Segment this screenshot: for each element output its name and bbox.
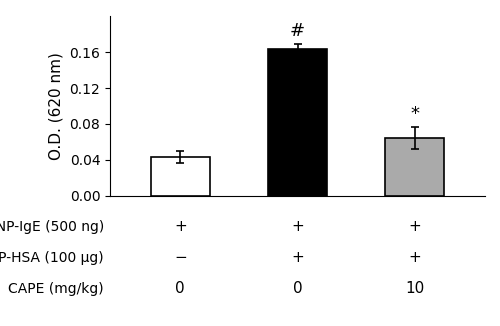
Text: +: + [408,219,421,234]
Text: 0: 0 [292,281,302,296]
Text: +: + [291,250,304,265]
Bar [268,50,327,196]
Text: CAPE (mg/kg): CAPE (mg/kg) [8,282,104,295]
Text: +: + [291,219,304,234]
Text: +: + [174,219,186,234]
Text: *: * [410,105,419,123]
Bar [386,138,444,196]
Text: −: − [174,250,186,265]
Text: +: + [408,250,421,265]
Y-axis label: O.D. (620 nm): O.D. (620 nm) [49,52,64,160]
Text: #: # [290,22,305,40]
Text: DNP-HSA (100 µg): DNP-HSA (100 µg) [0,251,104,264]
Text: 0: 0 [176,281,185,296]
Text: 10: 10 [405,281,424,296]
Bar [151,157,210,196]
Text: DNP-IgE (500 ng): DNP-IgE (500 ng) [0,220,104,233]
